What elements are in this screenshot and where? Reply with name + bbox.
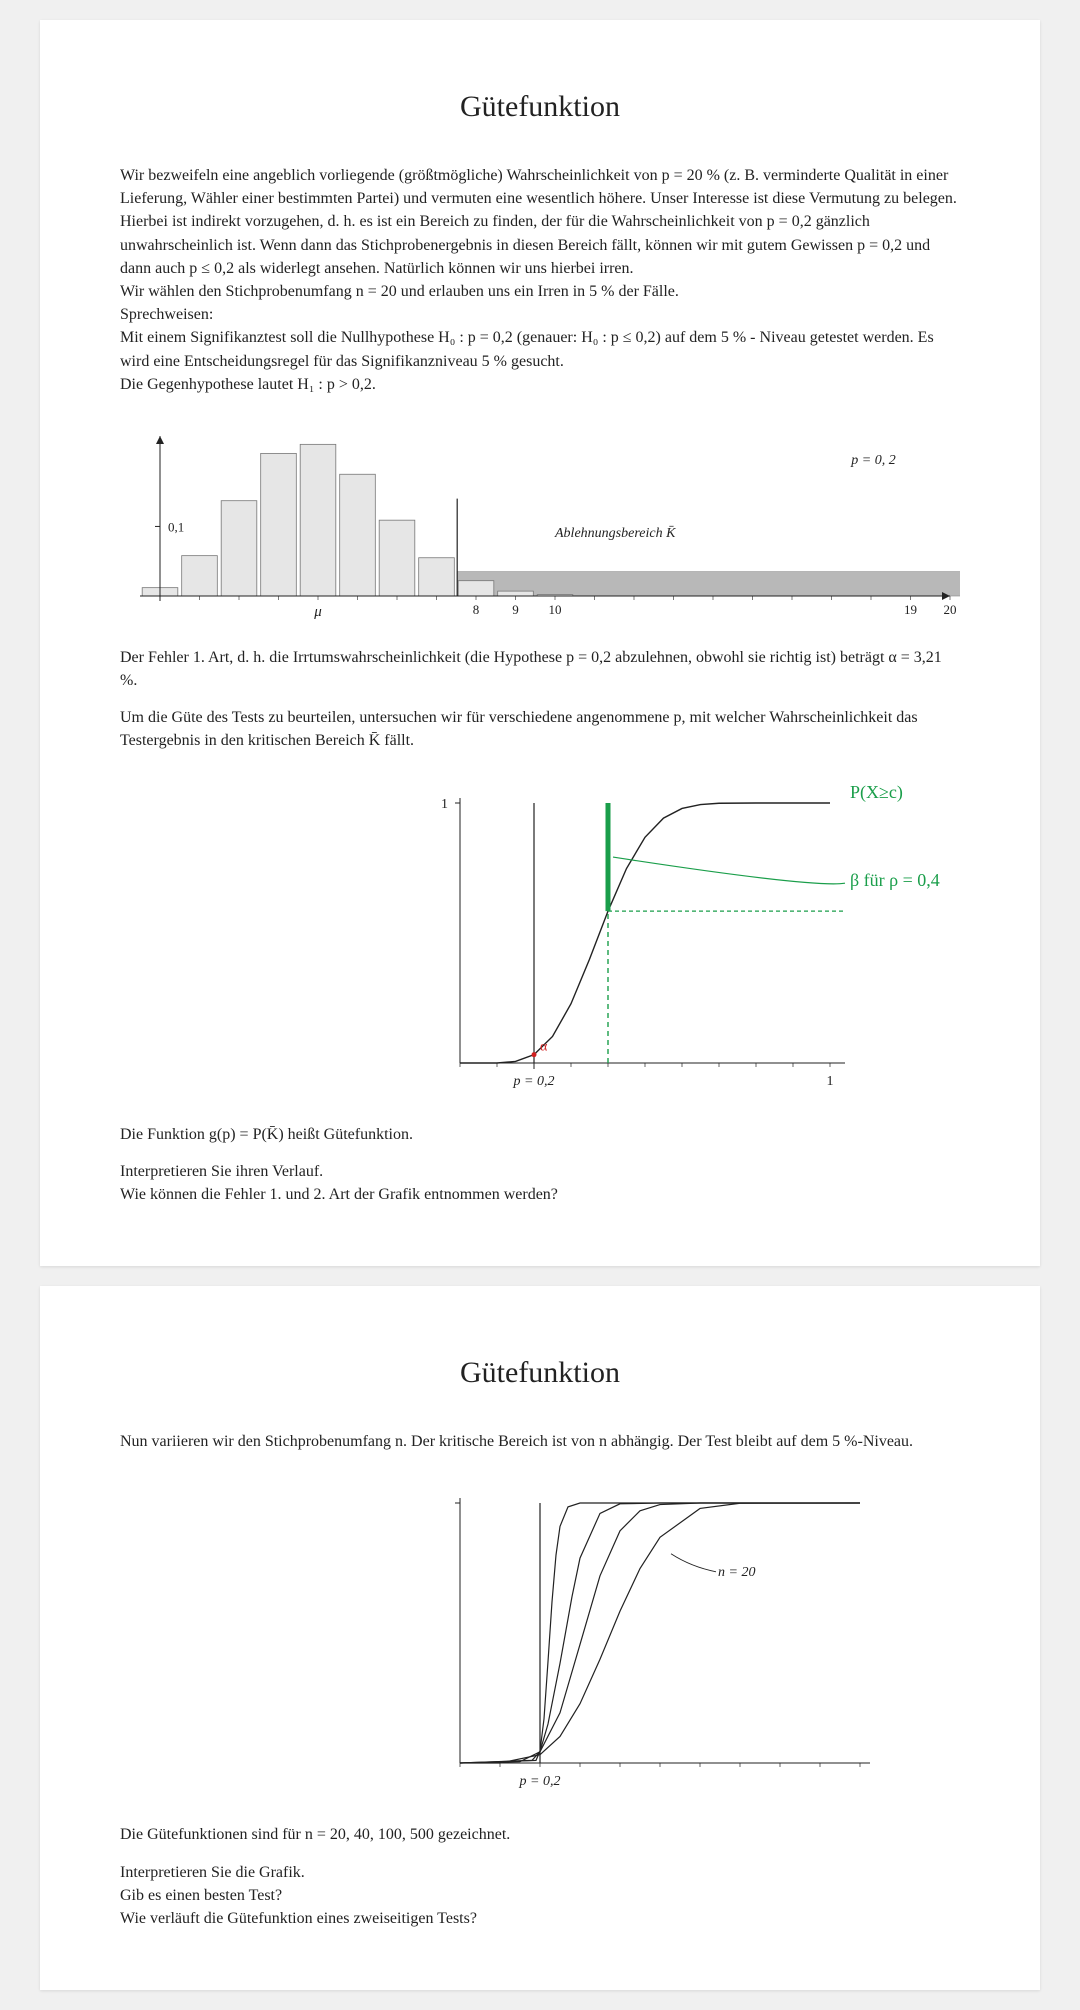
p1-para9: Interpretieren Sie ihren Verlauf.: [120, 1160, 960, 1183]
svg-text:1: 1: [441, 797, 448, 812]
svg-text:19: 19: [904, 602, 917, 617]
svg-text:μ: μ: [313, 604, 322, 620]
p1-para4: Mit einem Signifikanztest soll die Nullh…: [120, 326, 960, 372]
power-curve-svg: p = 0,2 1 1 α P(X≥c) β für ρ = 0,4: [420, 783, 960, 1103]
p2-para2: Die Gütefunktionen sind für n = 20, 40, …: [120, 1823, 960, 1846]
page1-mid: Der Fehler 1. Art, d. h. die Irrtumswahr…: [120, 646, 960, 753]
p1-para7: Um die Güte des Tests zu beurteilen, unt…: [120, 706, 960, 752]
p2-para5: Wie verläuft die Gütefunktion eines zwei…: [120, 1907, 960, 1930]
p1-para6: Der Fehler 1. Art, d. h. die Irrtumswahr…: [120, 646, 960, 692]
histogram-svg: 0,1 8 9 10 19 20 μ Ablehnungsbereich K̄ p = 0, 2: [120, 426, 960, 626]
svg-text:9: 9: [512, 602, 519, 617]
page-1: Gütefunktion Wir bezweifeln eine angebli…: [40, 20, 1040, 1266]
page2-bottom: Die Gütefunktionen sind für n = 20, 40, …: [120, 1823, 960, 1930]
svg-text:1: 1: [827, 1074, 834, 1089]
svg-text:8: 8: [473, 602, 480, 617]
page2-title: Gütefunktion: [120, 1356, 960, 1390]
p1-para3: Sprechweisen:: [120, 303, 960, 326]
p1-para8: Die Funktion g(p) = P(K̄) heißt Gütefunk…: [120, 1123, 960, 1146]
page-2: Gütefunktion Nun variieren wir den Stich…: [40, 1286, 1040, 1990]
svg-text:n = 20: n = 20: [718, 1565, 755, 1580]
power-curve-chart: p = 0,2 1 1 α P(X≥c) β für ρ = 0,4: [420, 783, 960, 1103]
svg-text:p = 0,2: p = 0,2: [519, 1774, 561, 1789]
svg-text:β für ρ = 0,4: β für ρ = 0,4: [850, 870, 940, 890]
page1-body: Wir bezweifeln eine angeblich vorliegend…: [120, 164, 960, 396]
svg-text:10: 10: [549, 602, 562, 617]
svg-text:p = 0,2: p = 0,2: [513, 1074, 555, 1089]
p2-para1: Nun variieren wir den Stichprobenumfang …: [120, 1430, 960, 1453]
p1-para10: Wie können die Fehler 1. und 2. Art der …: [120, 1183, 960, 1206]
p1-para2: Wir wählen den Stichprobenumfang n = 20 …: [120, 280, 960, 303]
svg-text:P(X≥c): P(X≥c): [850, 783, 903, 803]
svg-text:α: α: [540, 1039, 548, 1054]
multi-curve-svg: p = 0,2 n = 20: [420, 1483, 880, 1803]
p1-para5: Die Gegenhypothese lautet H₁ : p > 0,2.: [120, 373, 960, 396]
p2-para3: Interpretieren Sie die Grafik.: [120, 1861, 960, 1884]
svg-text:Ablehnungsbereich K̄: Ablehnungsbereich K̄: [554, 526, 676, 541]
histogram-chart: 0,1 8 9 10 19 20 μ Ablehnungsbereich K̄ p = 0, 2: [120, 426, 960, 626]
svg-text:20: 20: [944, 602, 957, 617]
p2-para4: Gib es einen besten Test?: [120, 1884, 960, 1907]
svg-text:0,1: 0,1: [168, 519, 184, 534]
page1-bottom: Die Funktion g(p) = P(K̄) heißt Gütefunk…: [120, 1123, 960, 1207]
multi-curve-chart: p = 0,2 n = 20: [420, 1483, 960, 1803]
p1-para1: Wir bezweifeln eine angeblich vorliegend…: [120, 164, 960, 280]
page2-body: Nun variieren wir den Stichprobenumfang …: [120, 1430, 960, 1453]
svg-text:p = 0, 2: p = 0, 2: [850, 453, 895, 468]
page1-title: Gütefunktion: [120, 90, 960, 124]
